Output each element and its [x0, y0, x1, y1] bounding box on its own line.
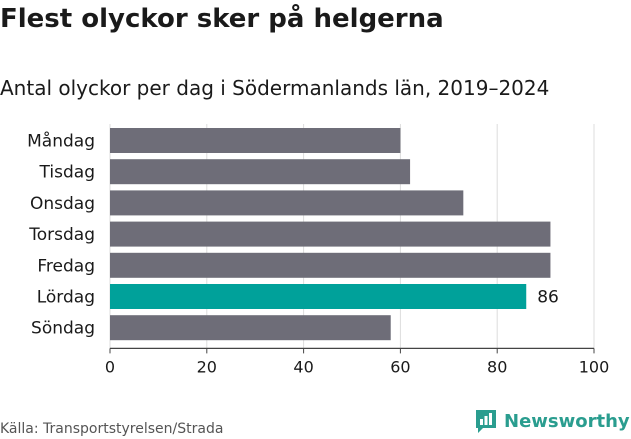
category-label: Tisdag	[39, 163, 95, 183]
category-label: Fredag	[37, 256, 95, 276]
category-label: Lördag	[37, 288, 95, 308]
bar	[110, 190, 464, 216]
bar-chart: Måndag Tisdag Onsdag Torsdag Fredag Lördag 86 S…	[27, 124, 610, 376]
brand-name: Newsworthy	[504, 410, 630, 432]
x-tick-label: 60	[390, 357, 410, 376]
newsworthy-logo: Newsworthy	[474, 408, 630, 434]
category-label: Måndag	[27, 131, 95, 152]
data-label: 86	[537, 288, 559, 308]
x-tick-label: 100	[579, 357, 610, 376]
bar	[110, 315, 391, 341]
x-tick-label: 40	[293, 357, 313, 376]
x-tick-label: 0	[105, 357, 115, 376]
x-tick-label: 80	[487, 357, 507, 376]
bar-chart-logo-icon	[476, 410, 496, 433]
bar	[110, 221, 551, 247]
bar	[110, 252, 551, 278]
bar	[110, 284, 527, 309]
category-label: Onsdag	[30, 194, 95, 214]
x-tick-label: 20	[197, 357, 217, 376]
bar	[110, 159, 411, 185]
category-label: Torsdag	[28, 225, 95, 245]
category-label: Söndag	[31, 319, 95, 339]
chart-subtitle: Antal olyckor per dag i Södermanlands lä…	[0, 76, 550, 100]
source-note: Källa: Transportstyrelsen/Strada	[0, 421, 224, 437]
bar	[110, 128, 401, 153]
chart-title: Flest olyckor sker på helgerna	[0, 4, 444, 34]
